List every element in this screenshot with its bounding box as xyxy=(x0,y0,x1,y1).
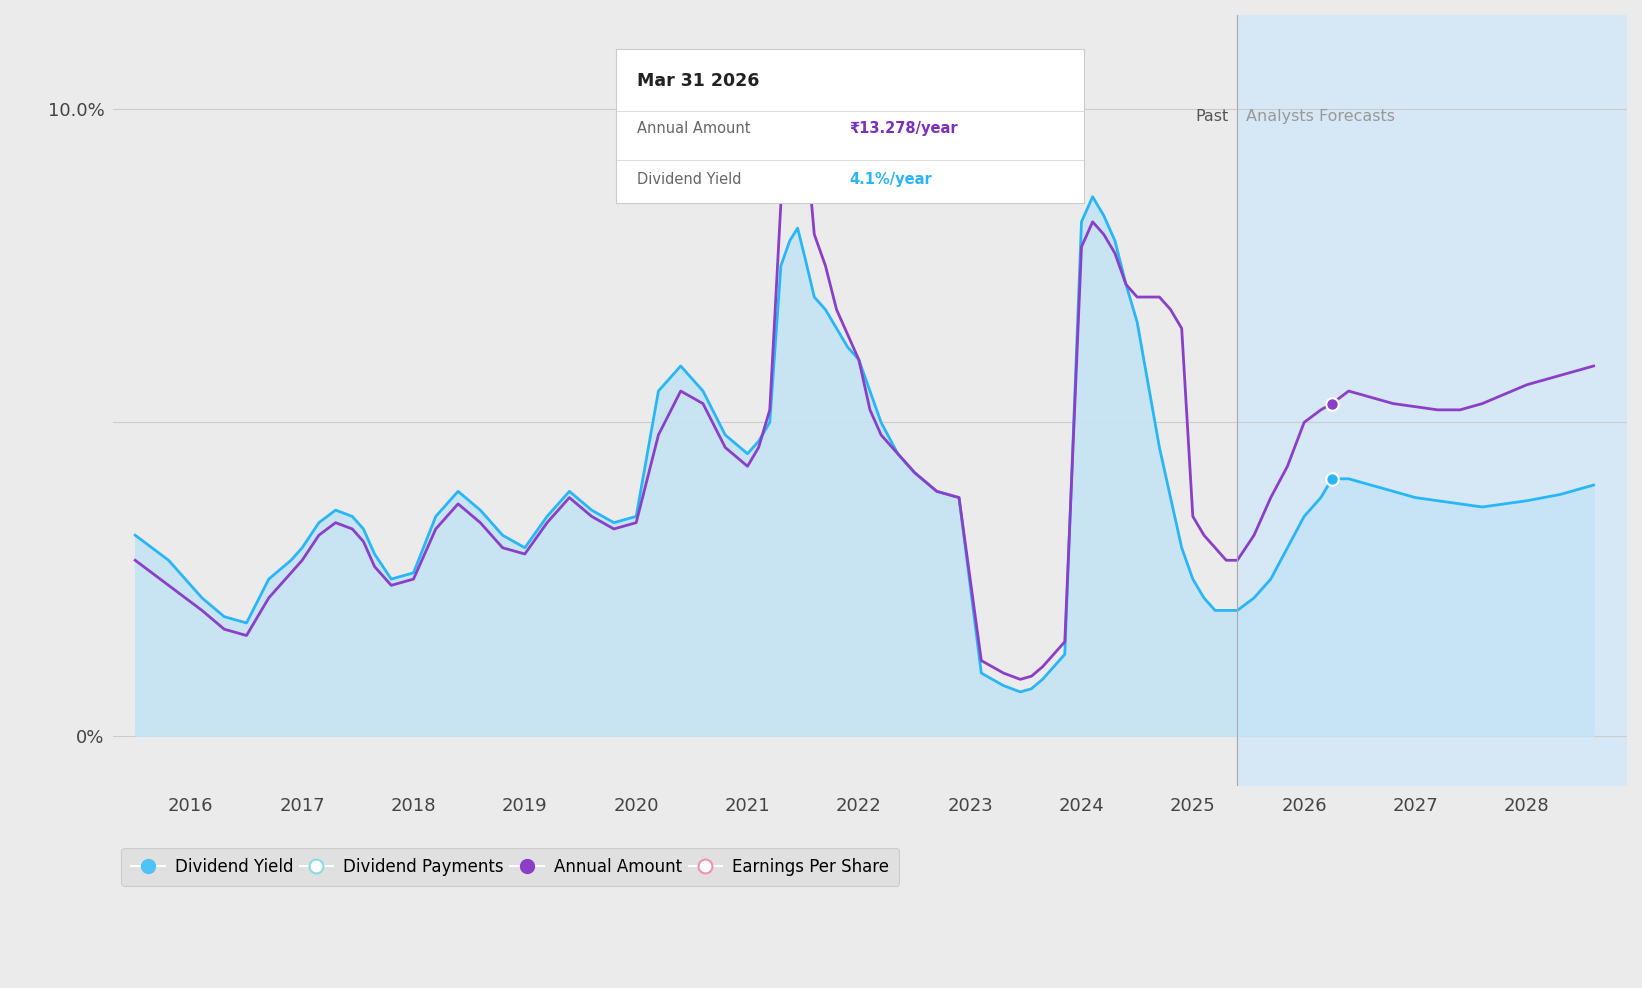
Text: Past: Past xyxy=(1195,109,1228,124)
Text: ₹13.278/year: ₹13.278/year xyxy=(851,122,959,136)
Text: Mar 31 2026: Mar 31 2026 xyxy=(637,72,759,90)
Bar xyxy=(1238,15,1627,785)
Text: 4.1%/year: 4.1%/year xyxy=(851,172,933,187)
Text: Analysts Forecasts: Analysts Forecasts xyxy=(1246,109,1396,124)
Text: Annual Amount: Annual Amount xyxy=(637,122,750,136)
Legend: Dividend Yield, Dividend Payments, Annual Amount, Earnings Per Share: Dividend Yield, Dividend Payments, Annua… xyxy=(122,848,898,885)
Text: Dividend Yield: Dividend Yield xyxy=(637,172,741,187)
